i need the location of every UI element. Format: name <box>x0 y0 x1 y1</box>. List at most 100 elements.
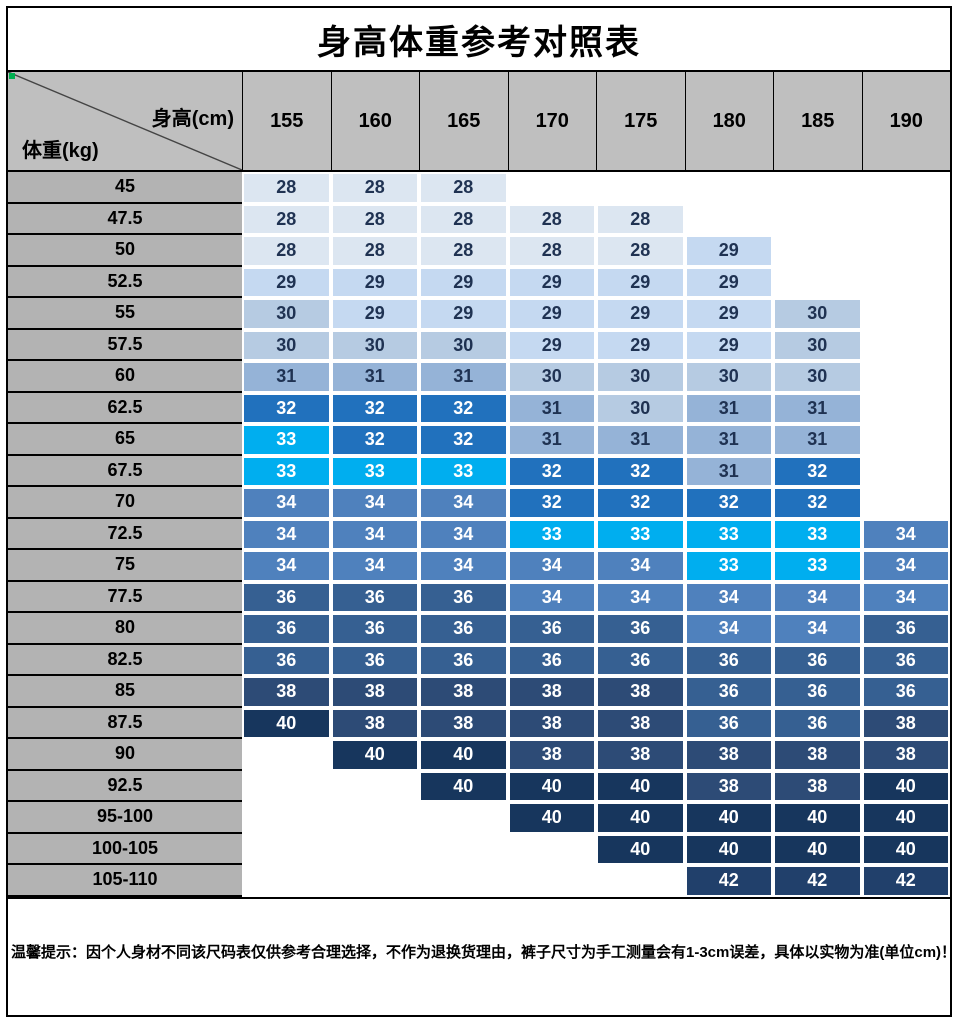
empty-cell <box>330 802 419 834</box>
size-cell: 33 <box>242 455 331 487</box>
size-cell: 34 <box>330 550 419 582</box>
size-cell: 33 <box>684 550 773 582</box>
size-cell: 36 <box>861 644 950 676</box>
empty-cell <box>242 802 331 834</box>
empty-cell <box>419 865 508 897</box>
size-cell: 38 <box>330 676 419 708</box>
weight-row-header: 100-105 <box>8 833 242 865</box>
weight-row-header: 92.5 <box>8 770 242 802</box>
size-cell: 29 <box>242 266 331 298</box>
size-cell: 33 <box>773 550 862 582</box>
size-cell: 40 <box>596 833 685 865</box>
size-cell: 28 <box>507 235 596 267</box>
empty-cell <box>861 329 950 361</box>
size-cell: 32 <box>773 455 862 487</box>
size-cell: 40 <box>507 802 596 834</box>
empty-cell <box>507 172 596 204</box>
size-cell: 36 <box>773 644 862 676</box>
size-cell: 29 <box>684 235 773 267</box>
size-cell: 31 <box>684 455 773 487</box>
size-cell: 36 <box>242 613 331 645</box>
size-cell: 32 <box>596 487 685 519</box>
size-cell: 30 <box>596 392 685 424</box>
weight-row-header: 47.5 <box>8 203 242 235</box>
size-cell: 28 <box>242 172 331 204</box>
size-cell: 34 <box>419 550 508 582</box>
size-cell: 31 <box>773 424 862 456</box>
size-cell: 34 <box>861 518 950 550</box>
size-cell: 31 <box>507 392 596 424</box>
empty-cell <box>507 833 596 865</box>
size-cell: 29 <box>507 266 596 298</box>
size-cell: 40 <box>773 833 862 865</box>
size-cell: 28 <box>596 235 685 267</box>
size-cell: 31 <box>596 424 685 456</box>
empty-cell <box>861 361 950 393</box>
size-cell: 34 <box>596 581 685 613</box>
size-cell: 32 <box>507 487 596 519</box>
size-cell: 34 <box>330 487 419 519</box>
size-cell: 32 <box>773 487 862 519</box>
weight-row-header: 90 <box>8 739 242 771</box>
empty-cell <box>330 865 419 897</box>
weight-row-header: 82.5 <box>8 644 242 676</box>
size-cell: 40 <box>861 802 950 834</box>
height-column-header: 155 <box>242 72 331 172</box>
empty-cell <box>773 235 862 267</box>
weight-row-header: 70 <box>8 487 242 519</box>
size-cell: 31 <box>684 392 773 424</box>
empty-cell <box>330 770 419 802</box>
size-cell: 38 <box>596 707 685 739</box>
size-cell: 29 <box>419 266 508 298</box>
size-cell: 32 <box>419 424 508 456</box>
size-cell: 36 <box>684 707 773 739</box>
size-cell: 36 <box>773 707 862 739</box>
size-cell: 30 <box>242 298 331 330</box>
size-cell: 40 <box>507 770 596 802</box>
empty-cell <box>507 865 596 897</box>
weight-row-header: 87.5 <box>8 707 242 739</box>
height-column-header: 175 <box>596 72 685 172</box>
size-cell: 36 <box>507 644 596 676</box>
size-table: 身高(cm) 体重(kg) 155 160 165 170 175 180 185 190 45… <box>8 72 950 899</box>
diagonal-divider-line <box>8 72 242 170</box>
size-cell: 38 <box>242 676 331 708</box>
weight-row-header: 85 <box>8 676 242 708</box>
size-cell: 36 <box>330 613 419 645</box>
height-column-header: 180 <box>684 72 773 172</box>
size-cell: 40 <box>684 802 773 834</box>
size-cell: 36 <box>242 581 331 613</box>
empty-cell <box>419 802 508 834</box>
size-cell: 29 <box>684 298 773 330</box>
size-cell: 42 <box>861 865 950 897</box>
weight-row-header: 80 <box>8 613 242 645</box>
size-cell: 36 <box>861 676 950 708</box>
size-cell: 36 <box>684 644 773 676</box>
footer-note: 温馨提示：因个人身材不同该尺码表仅供参考合理选择，不作为退换货理由，裤子尺寸为手… <box>11 943 950 961</box>
size-cell: 30 <box>773 329 862 361</box>
size-cell: 42 <box>684 865 773 897</box>
table-frame: 身高体重参考对照表 身高(cm) 体重(kg) 155 160 165 170 175 1… <box>6 6 952 1017</box>
size-cell: 36 <box>773 676 862 708</box>
empty-cell <box>861 266 950 298</box>
weight-row-header: 60 <box>8 361 242 393</box>
size-cell: 34 <box>242 518 331 550</box>
size-cell: 34 <box>242 550 331 582</box>
size-cell: 28 <box>507 203 596 235</box>
size-cell: 34 <box>684 613 773 645</box>
height-axis-label: 身高(cm) <box>151 108 234 130</box>
size-cell: 32 <box>242 392 331 424</box>
weight-row-header: 75 <box>8 550 242 582</box>
size-cell: 38 <box>507 739 596 771</box>
size-cell: 38 <box>330 707 419 739</box>
size-cell: 38 <box>596 739 685 771</box>
size-cell: 36 <box>861 613 950 645</box>
size-cell: 34 <box>773 581 862 613</box>
size-cell: 38 <box>684 739 773 771</box>
size-cell: 38 <box>861 739 950 771</box>
size-cell: 28 <box>330 203 419 235</box>
size-cell: 30 <box>773 361 862 393</box>
size-cell: 34 <box>507 581 596 613</box>
weight-row-header: 105-110 <box>8 865 242 897</box>
size-cell: 36 <box>596 613 685 645</box>
